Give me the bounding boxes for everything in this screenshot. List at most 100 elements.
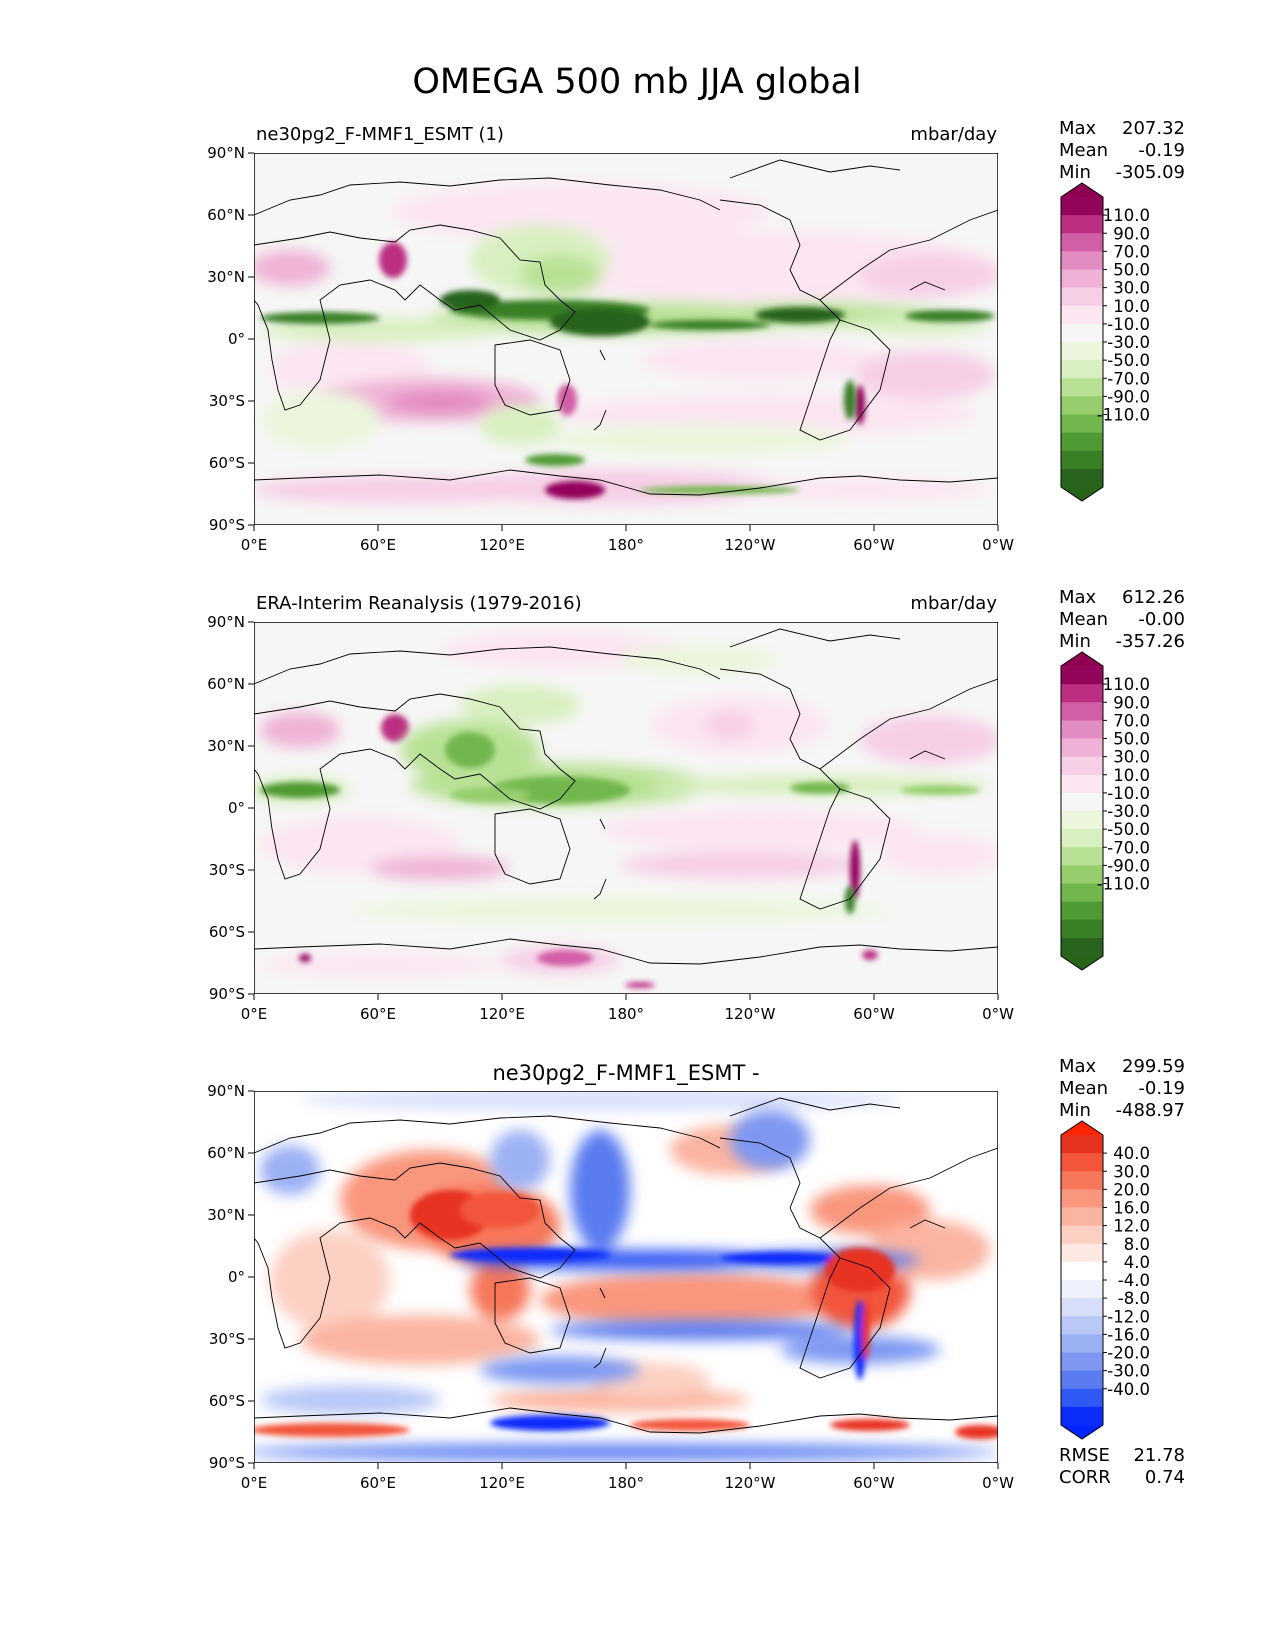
colorbar-bin [1061, 829, 1103, 848]
coastlines [254, 628, 998, 965]
colorbar-bin [1061, 1189, 1103, 1208]
lat-tick-label: 30°S [209, 861, 245, 879]
panel-reference-units: mbar/day [910, 593, 997, 614]
panel-model-colorbar: 110.090.070.050.030.010.0-10.0-30.0-50.0… [1060, 182, 1150, 502]
lon-tick-label: 120°E [479, 1474, 525, 1492]
colorbar-bin [1061, 450, 1103, 470]
colorbar-label: -30.0 [1107, 333, 1150, 352]
lon-tick-label: 60°W [853, 1005, 895, 1023]
lon-tick-label: 120°E [479, 536, 525, 554]
colorbar-label: -70.0 [1107, 838, 1150, 857]
colorbar-bin [1061, 883, 1103, 903]
panel-difference-colorbar: 40.030.020.016.012.08.04.0-4.0-8.0-12.0-… [1060, 1120, 1150, 1440]
stat-mean-value: -0.19 [1138, 140, 1185, 161]
lon-tick-label: 180° [608, 536, 644, 554]
stat-mean-label: Mean [1059, 1078, 1108, 1099]
colorbar-bin [1061, 414, 1103, 434]
lat-tick-label: 30°N [207, 268, 245, 286]
lat-tick-label: 30°S [209, 1330, 245, 1348]
colorbar-bin [1061, 1316, 1103, 1335]
colorbar-label: 110.0 [1103, 675, 1150, 694]
colorbar-bin [1061, 396, 1103, 415]
panel-difference-stats: Max 299.59 Mean -0.19 Min -488.97 [1059, 1056, 1185, 1121]
lat-tick-label: 60°S [209, 923, 245, 941]
lon-tick-label: 60°E [360, 536, 396, 554]
colorbar-extend-high [1061, 1121, 1103, 1135]
field-blobs-pink [260, 630, 998, 977]
colorbar-bin [1061, 1388, 1103, 1408]
panel-model-title: ne30pg2_F-MMF1_ESMT (1) [256, 124, 504, 145]
colorbar-label: 70.0 [1113, 711, 1150, 730]
panel-difference-map [254, 1091, 998, 1463]
panel-difference-metrics: RMSE 21.78 CORR 0.74 [1059, 1445, 1185, 1488]
figure-title: OMEGA 500 mb JJA global [412, 62, 861, 102]
colorbar-bin [1061, 1280, 1103, 1299]
lon-tick-label: 120°W [725, 1005, 776, 1023]
colorbar-bin [1061, 1171, 1103, 1190]
colorbar-label: 10.0 [1113, 766, 1150, 785]
colorbar-label: -10.0 [1107, 315, 1150, 334]
colorbar-bin [1061, 756, 1103, 776]
colorbar-label: -40.0 [1107, 1380, 1150, 1399]
colorbar-bin [1061, 305, 1103, 325]
lat-tick-label: 0° [228, 330, 245, 348]
lat-tick-label: 30°N [207, 737, 245, 755]
lat-tick-label: 60°N [207, 675, 245, 693]
lon-tick-label: 120°W [725, 1474, 776, 1492]
panel-reference-title: ERA-Interim Reanalysis (1979-2016) [256, 593, 582, 614]
lat-tick-label: 60°N [207, 1144, 245, 1162]
lon-tick-label: 60°W [853, 1474, 895, 1492]
panel-model-units: mbar/day [910, 124, 997, 145]
colorbar-outline [1060, 182, 1104, 502]
lat-tick-label: 90°N [207, 613, 245, 631]
colorbar-bin [1061, 468, 1103, 488]
lat-tick-label: 90°S [209, 985, 245, 1003]
metric-rmse-value: 21.78 [1133, 1445, 1185, 1466]
colorbar-label: -30.0 [1107, 802, 1150, 821]
panel-difference-title: ne30pg2_F-MMF1_ESMT - [492, 1061, 759, 1086]
colorbar-label: 8.0 [1124, 1235, 1150, 1254]
colorbar-bin [1061, 919, 1103, 939]
lat-tick-label: 90°N [207, 144, 245, 162]
colorbar-label: 90.0 [1113, 693, 1150, 712]
stat-min-label: Min [1059, 162, 1091, 183]
lon-tick-label: 0°W [982, 1005, 1014, 1023]
colorbar-bin [1061, 666, 1103, 685]
lon-tick-label: 120°E [479, 1005, 525, 1023]
field-blobs-strong [379, 242, 865, 499]
lat-tick-label: 90°S [209, 1454, 245, 1472]
colorbar-bin [1061, 287, 1103, 307]
colorbar-extend-low [1061, 487, 1103, 501]
lat-tick-label: 30°S [209, 392, 245, 410]
colorbar-bin [1061, 197, 1103, 216]
colorbar-label: -16.0 [1107, 1325, 1150, 1344]
colorbar-bin [1061, 1370, 1103, 1390]
lon-tick-label: 0°W [982, 1474, 1014, 1492]
panel-model-stats: Max 207.32 Mean -0.19 Min -305.09 [1059, 118, 1185, 183]
colorbar-label: 30.0 [1113, 1162, 1150, 1181]
panel-model-axes: 0°E 60°E 120°E 180° 120°W 60°W 0°W 90°N 60°N 30°N… [207, 144, 1014, 554]
lon-tick-label: 60°E [360, 1005, 396, 1023]
colorbar-bin [1061, 1153, 1103, 1172]
colorbar-label: -4.0 [1118, 1271, 1150, 1290]
stat-min-value: -488.97 [1116, 1100, 1185, 1121]
colorbar-label: -50.0 [1107, 820, 1150, 839]
colorbar-label: 12.0 [1113, 1217, 1150, 1236]
panel-difference: ne30pg2_F-MMF1_ESMT - Max 299.59 Mean -0… [207, 1056, 1185, 1492]
colorbar-bin [1061, 684, 1103, 703]
colorbar-extend-low [1061, 956, 1103, 970]
colorbar-bin [1061, 792, 1103, 812]
stat-mean-label: Mean [1059, 609, 1108, 630]
diff-strong-features [254, 1190, 998, 1439]
panel-model-map [254, 153, 998, 525]
stat-min-value: -357.26 [1116, 631, 1185, 652]
coastlines [254, 1097, 998, 1434]
colorbar-bin [1061, 702, 1103, 721]
panel-reference-stats: Max 612.26 Mean -0.00 Min -357.26 [1059, 587, 1185, 652]
colorbar-bin [1061, 1406, 1103, 1426]
colorbar-extend-high [1061, 652, 1103, 666]
lat-tick-label: 90°S [209, 516, 245, 534]
colorbar-bin [1061, 215, 1103, 234]
lon-tick-label: 0°W [982, 536, 1014, 554]
